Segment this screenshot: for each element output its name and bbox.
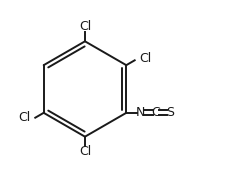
Text: Cl: Cl	[79, 145, 91, 158]
Text: C: C	[150, 106, 159, 119]
Text: S: S	[166, 106, 174, 119]
Text: Cl: Cl	[79, 20, 91, 33]
Text: Cl: Cl	[139, 52, 151, 65]
Text: Cl: Cl	[18, 111, 30, 124]
Text: N: N	[135, 106, 144, 119]
